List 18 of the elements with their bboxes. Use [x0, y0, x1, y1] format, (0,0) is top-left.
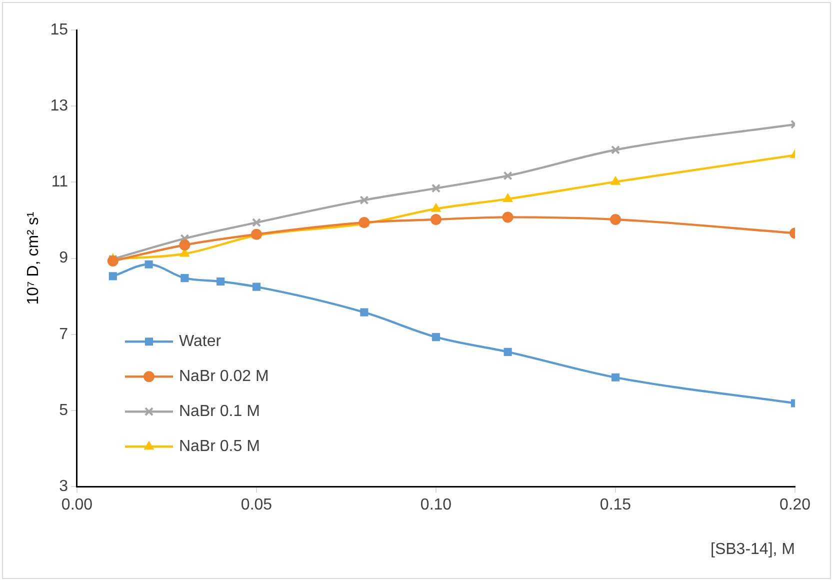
y-tick-label: 13 — [50, 98, 68, 115]
y-tick-label: 5 — [59, 402, 68, 419]
x-tick-label: 0.20 — [779, 496, 811, 514]
y-tick-label: 15 — [50, 21, 68, 38]
legend-label: NaBr 0.5 M — [178, 438, 260, 456]
y-axis-title: 10⁷ D, cm² s¹ — [25, 212, 42, 305]
y-tick-label: 9 — [59, 250, 68, 267]
y-tick-label: 11 — [51, 174, 68, 191]
x-axis-title: [SB3-14], M — [710, 540, 795, 558]
legend-label: NaBr 0.1 M — [178, 403, 260, 420]
x-tick-label: 0.10 — [420, 496, 452, 514]
legend-label: Water — [178, 333, 222, 350]
legend-label: NaBr 0.02 M — [178, 368, 269, 386]
x-tick-label: 0.00 — [61, 496, 93, 514]
x-tick-label: 0.15 — [600, 496, 632, 514]
y-tick-label: 3 — [59, 478, 68, 496]
x-tick-label: 0.05 — [240, 496, 272, 514]
y-tick-label: 7 — [59, 326, 68, 343]
